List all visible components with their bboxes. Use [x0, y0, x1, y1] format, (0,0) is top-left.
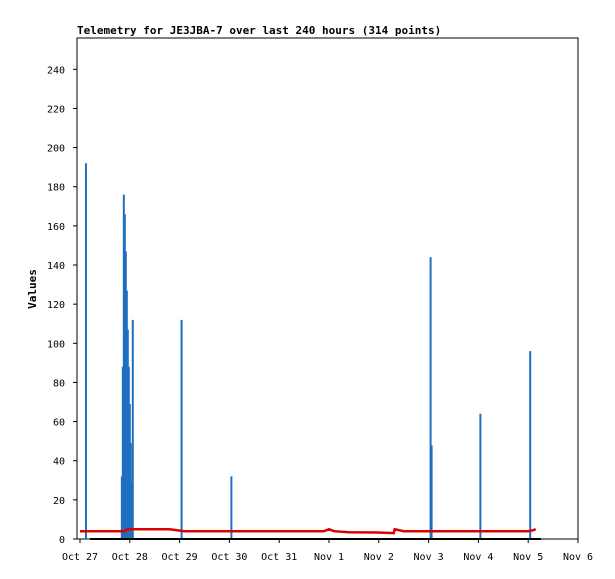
y-tick-label: 180 [47, 183, 65, 194]
spike-series [84, 163, 532, 539]
x-tick-label: Oct 28 [112, 552, 148, 563]
y-tick-label: 100 [47, 339, 65, 350]
x-tick-label: Nov 3 [414, 552, 444, 563]
y-tick-label: 20 [53, 496, 65, 507]
x-tick-label: Oct 31 [261, 552, 297, 563]
x-tick-label: Oct 30 [211, 552, 247, 563]
chart-title: Telemetry for JE3JBA-7 over last 240 hou… [77, 24, 441, 37]
y-tick-label: 0 [59, 535, 65, 546]
x-tick-label: Nov 1 [314, 552, 344, 563]
line-path [80, 527, 537, 535]
x-axis: Oct 27 Oct 28 Oct 29 Oct 30 Oct 31 Nov 1 Nov 2… [62, 539, 593, 563]
y-tick-label: 220 [47, 104, 65, 115]
y-tick-label: 40 [53, 457, 65, 468]
x-tick-label: Nov 4 [463, 552, 493, 563]
y-tick-label: 140 [47, 261, 65, 272]
y-axis: 0 20 40 60 80 100 120 140 160 180 200 220 240 [47, 65, 77, 546]
x-tick-label: Nov 6 [563, 552, 593, 563]
y-tick-label: 60 [53, 418, 65, 429]
y-tick-label: 120 [47, 300, 65, 311]
x-tick-label: Oct 27 [62, 552, 98, 563]
plot-frame [76, 37, 579, 540]
y-tick-label: 240 [47, 65, 65, 76]
y-tick-label: 160 [47, 222, 65, 233]
y-axis-label: Values [26, 269, 39, 309]
y-tick-label: 80 [53, 378, 65, 389]
y-tick-label: 200 [47, 144, 65, 155]
line-series [80, 527, 537, 535]
x-tick-label: Oct 29 [162, 552, 198, 563]
x-tick-label: Nov 5 [513, 552, 543, 563]
x-tick-label: Nov 2 [364, 552, 394, 563]
